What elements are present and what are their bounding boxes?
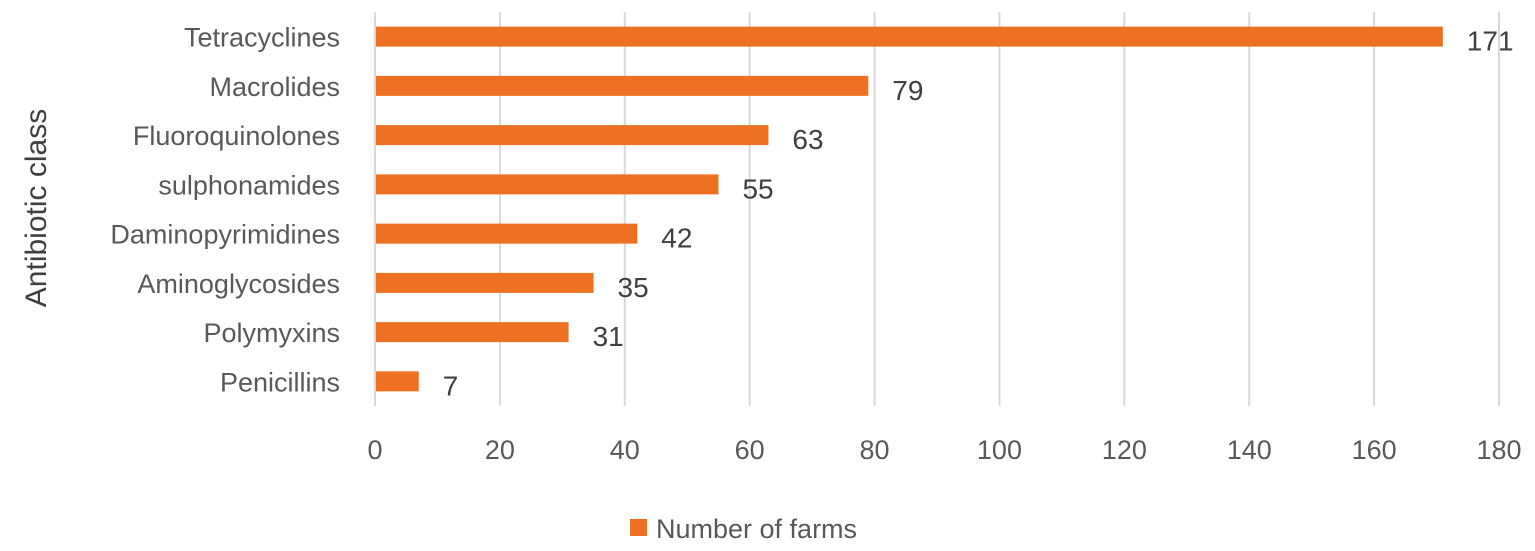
x-tick-label: 40 bbox=[610, 435, 640, 465]
category-label: sulphonamides bbox=[158, 170, 340, 200]
bar bbox=[376, 223, 638, 244]
x-tick-label: 180 bbox=[1476, 435, 1521, 465]
data-label: 42 bbox=[661, 223, 692, 254]
data-label: 31 bbox=[593, 321, 624, 352]
x-tick-label: 0 bbox=[367, 435, 382, 465]
x-tick-labels: 0 20 40 60 80 100 120 140 160 180 bbox=[367, 435, 1521, 465]
data-label: 7 bbox=[443, 370, 459, 401]
bar bbox=[376, 272, 594, 293]
x-tick-label: 120 bbox=[1102, 435, 1147, 465]
x-tick-label: 140 bbox=[1227, 435, 1272, 465]
legend-label: Number of farms bbox=[656, 514, 857, 544]
gridlines bbox=[374, 12, 1500, 406]
data-label: 55 bbox=[742, 173, 773, 204]
legend: Number of farms bbox=[630, 514, 857, 544]
category-label: Tetracyclines bbox=[184, 23, 340, 53]
data-label: 63 bbox=[792, 124, 823, 155]
x-tick-label: 100 bbox=[977, 435, 1022, 465]
bar bbox=[376, 174, 719, 195]
x-tick-label: 20 bbox=[485, 435, 515, 465]
category-label: Fluoroquinolones bbox=[133, 121, 340, 151]
bar bbox=[376, 75, 869, 96]
bars-group bbox=[376, 26, 1443, 392]
data-label: 79 bbox=[892, 75, 923, 106]
bar bbox=[376, 125, 769, 146]
category-label: Penicillins bbox=[220, 367, 340, 397]
category-label: Macrolides bbox=[209, 72, 340, 102]
data-labels: 171 79 63 55 42 35 31 7 bbox=[443, 26, 1514, 402]
bar bbox=[376, 371, 419, 392]
bar bbox=[376, 26, 1443, 47]
x-tick-label: 60 bbox=[735, 435, 765, 465]
legend-swatch bbox=[630, 519, 647, 536]
data-label: 35 bbox=[618, 272, 649, 303]
category-label: Aminoglycosides bbox=[137, 269, 340, 299]
bar bbox=[376, 322, 569, 343]
x-tick-label: 80 bbox=[860, 435, 890, 465]
data-label: 171 bbox=[1467, 26, 1514, 57]
category-label: Daminopyrimidines bbox=[110, 220, 340, 250]
category-label: Polymyxins bbox=[203, 318, 340, 348]
x-tick-label: 160 bbox=[1352, 435, 1397, 465]
y-axis-label: Antibiotic class bbox=[20, 109, 53, 307]
category-labels: Tetracyclines Macrolides Fluoroquinolones s… bbox=[110, 23, 340, 398]
